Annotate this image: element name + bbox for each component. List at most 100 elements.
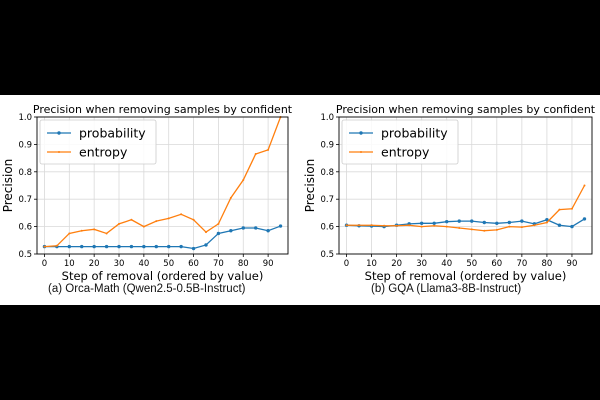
chart-1-series-probability-point-19: [278, 224, 283, 228]
chart-1-y-tick-label-5: 1.0: [18, 113, 32, 123]
chart-1-series-entropy-point-7: [130, 218, 133, 221]
chart-2-series-entropy-point-8: [445, 225, 448, 228]
chart-1-legend-marker-probability: [57, 131, 61, 135]
chart-2-legend-box: [341, 119, 459, 165]
chart-1-series-entropy-point-2: [68, 232, 71, 235]
chart-2-x-tick-label-6: 60: [491, 259, 502, 269]
chart-1-series-probability-point-8: [142, 244, 146, 249]
chart-1-y-axis-label: Precision: [1, 159, 15, 213]
chart-1-x-tick-label-6: 60: [188, 259, 199, 269]
chart-2-y-tick-label-4: 0.9: [320, 140, 334, 150]
chart-1-series-probability-point-18: [266, 229, 270, 233]
chart-2-axes-frame: [338, 116, 593, 255]
chart-2-legend-label-probability: probability: [381, 126, 448, 141]
chart-1-series-entropy-line: [44, 116, 282, 248]
chart-2-series-probability-point-9: [457, 219, 461, 223]
chart-1-title: Precision when removing samples by confi…: [33, 103, 293, 116]
chart-1-x-tick-label-9: 90: [263, 259, 274, 269]
caption-right: (b) GQA (Llama3-8B-Instruct): [371, 283, 522, 295]
chart-2-panel: 0 10 20 30 40 50 60 70 80 900.50.60.70.80.91.0Pre…: [303, 103, 596, 283]
chart-2-series-entropy-point-9: [458, 226, 461, 229]
chart-2-series-entropy-point-14: [520, 226, 523, 229]
chart-2-series-probability-point-17: [557, 223, 562, 227]
chart-1-x-tick-label-4: 40: [138, 259, 149, 269]
chart-2-series-entropy-point-2: [370, 224, 373, 227]
chart-2-series-probability-point-16: [545, 218, 549, 222]
chart-1-series-probability-point-13: [204, 243, 208, 247]
chart-1-series-entropy-point-0: [43, 245, 46, 248]
chart-1-x-tick-label-1: 10: [64, 259, 75, 269]
chart-1-series-probability-point-9: [154, 244, 158, 249]
chart-2-x-tick-label-9: 90: [567, 259, 578, 269]
chart-2-legend-marker-entropy: [360, 151, 362, 153]
chart-1-legend-label-entropy: entropy: [79, 145, 128, 160]
chart-2-x-tick-label-0: 0: [344, 259, 349, 269]
chart-2-series-probability-point-12: [495, 221, 499, 226]
chart-2-series-entropy-point-6: [420, 225, 423, 228]
chart-1-series-probability-point-6: [117, 244, 121, 249]
chart-2-x-tick-label-2: 20: [391, 259, 402, 269]
chart-2-y-tick-label-1: 0.6: [320, 223, 334, 233]
chart-1-series-entropy-point-17: [254, 152, 257, 155]
chart-1-series-probability-point-16: [241, 226, 245, 230]
caption-left: (a) Orca-Math (Qwen2.5-0.5B-Instruct): [48, 283, 246, 295]
chart-2-series-entropy-point-18: [570, 207, 573, 210]
chart-1-series-entropy-point-14: [217, 222, 220, 225]
chart-1-series-entropy-point-13: [204, 231, 207, 234]
chart-2-y-tick-label-5: 1.0: [320, 113, 334, 123]
chart-2-x-tick-label-8: 80: [541, 259, 552, 269]
chart-2-series-entropy-point-11: [483, 229, 486, 232]
chart-2-legend-marker-probability: [359, 131, 363, 135]
chart-1-x-axis-label: Step of removal (ordered by value): [62, 269, 264, 283]
chart-1-series-probability-point-2: [67, 244, 72, 249]
chart-1-y-tick-label-4: 0.9: [18, 140, 32, 150]
chart-1-axes-frame: [36, 116, 289, 255]
chart-2-series-entropy-point-1: [358, 224, 361, 227]
chart-2-series-entropy-point-7: [433, 224, 436, 227]
chart-2-x-tick-label-7: 70: [516, 259, 527, 269]
chart-2-series-probability-point-13: [507, 220, 512, 225]
chart-1-y-tick-label-2: 0.7: [18, 195, 32, 205]
chart-2-y-tick-label-2: 0.7: [320, 195, 334, 205]
chart-1-series-probability-point-3: [80, 244, 84, 249]
chart-2-series-probability-point-8: [445, 219, 449, 224]
chart-2-series-probability-point-10: [470, 219, 474, 223]
chart-2-series-entropy-point-0: [345, 224, 348, 227]
chart-2-series-entropy-point-3: [383, 224, 386, 227]
chart-1-series-probability-point-14: [216, 231, 221, 236]
chart-2-x-tick-label-1: 10: [366, 259, 377, 269]
chart-2-series-probability-point-19: [582, 217, 587, 221]
chart-1-y-tick-label-3: 0.8: [18, 168, 32, 178]
chart-2-title: Precision when removing samples by confi…: [336, 103, 596, 116]
chart-1-y-tick-label-0: 0.5: [18, 250, 32, 260]
chart-1-series-probability-point-10: [167, 244, 171, 249]
chart-2-series-entropy-point-19: [583, 184, 586, 187]
chart-2-series-entropy-point-5: [408, 224, 411, 227]
chart-2-legend-label-entropy: entropy: [381, 145, 430, 160]
chart-2-series-entropy-point-4: [395, 224, 398, 227]
chart-1-series-entropy-point-18: [267, 148, 270, 151]
chart-1-series-entropy-point-15: [229, 196, 232, 199]
chart-2-series-probability-point-14: [520, 219, 524, 223]
chart-1-series-probability-point-11: [179, 244, 183, 249]
chart-figure: 0 10 20 30 40 50 60 70 80 900.50.60.70.80.91.0Pre…: [1, 103, 596, 283]
chart-1-series-entropy-point-5: [105, 232, 108, 235]
chart-2-x-tick-label-5: 50: [466, 259, 477, 269]
chart-1-legend-marker-entropy: [58, 151, 60, 153]
chart-2-series-entropy-point-12: [495, 228, 498, 231]
chart-1-series-probability-point-12: [191, 246, 196, 251]
chart-2-x-tick-label-4: 40: [441, 259, 452, 269]
chart-1-series-entropy-point-16: [242, 179, 245, 182]
chart-1-series-entropy-point-12: [192, 218, 195, 221]
chart-2-x-tick-label-3: 30: [416, 259, 427, 269]
chart-2-series-probability-point-6: [419, 221, 424, 226]
chart-1-y-tick-label-1: 0.6: [18, 223, 32, 233]
chart-2-series-probability-point-7: [432, 221, 436, 226]
chart-1-x-tick-label-8: 80: [238, 259, 249, 269]
chart-2-series-entropy-point-10: [470, 228, 473, 231]
chart-1-series-probability-point-15: [229, 229, 233, 233]
chart-1-legend: probability entropy: [39, 119, 157, 165]
figure: 0 10 20 30 40 50 60 70 80 90 0.5 0.6 0.7 0.8 0.9 1.0 Pre…: [0, 95, 600, 305]
chart-2-x-axis-label: Step of removal (ordered by value): [365, 269, 567, 283]
chart-2-y-tick-label-0: 0.5: [320, 250, 334, 260]
